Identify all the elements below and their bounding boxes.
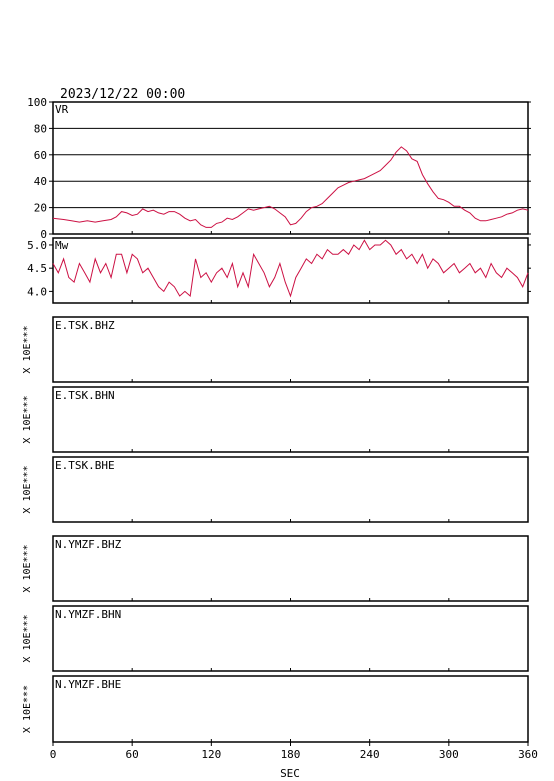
datetime-header: 2023/12/22 00:00	[60, 87, 185, 102]
x-tick-label: 180	[281, 748, 301, 761]
station-frame	[52, 456, 529, 523]
mw-frame	[52, 237, 529, 304]
y-tick-label: 20	[34, 202, 47, 215]
station-panel: E.TSK.BHN X 10E***	[22, 386, 529, 453]
vr-title: VR	[55, 103, 69, 116]
y-tick-label: 4.5	[27, 262, 47, 275]
x-tick-label: 240	[360, 748, 380, 761]
y-tick-label: 5.0	[27, 239, 47, 252]
station-exponent-label: X 10E***	[22, 614, 33, 662]
station-label: E.TSK.BHE	[55, 459, 115, 472]
station-label: E.TSK.BHZ	[55, 319, 115, 332]
station-label: N.YMZF.BHN	[55, 608, 121, 621]
station-frame	[52, 386, 529, 453]
station-exponent-label: X 10E***	[22, 465, 33, 513]
station-frame	[52, 316, 529, 383]
station-exponent-label: X 10E***	[22, 685, 33, 733]
mw-title: Mw	[55, 239, 69, 252]
x-tick-label: 60	[126, 748, 139, 761]
mw-panel: 4.0 4.5 5.0 Mw	[27, 237, 531, 304]
x-tick-label: 360	[518, 748, 538, 761]
x-tick-label: 0	[50, 748, 57, 761]
station-panel: N.YMZF.BHN X 10E***	[22, 605, 529, 672]
y-tick-label: 100	[27, 96, 47, 109]
mw-series-line	[52, 239, 529, 298]
station-panel: N.YMZF.BHZ X 10E***	[22, 535, 529, 602]
station-panel: E.TSK.BHZ X 10E***	[22, 316, 529, 383]
station-exponent-label: X 10E***	[22, 544, 33, 592]
station-exponent-label: X 10E***	[22, 395, 33, 443]
y-tick-label: 0	[40, 228, 47, 241]
station-frame	[52, 675, 529, 743]
station-label: E.TSK.BHN	[55, 389, 115, 402]
station-frame	[52, 535, 529, 602]
station-panel: N.YMZF.BHE X 10E***	[22, 675, 529, 743]
y-tick-label: 60	[34, 149, 47, 162]
x-axis-label: SEC	[280, 767, 300, 780]
station-panel: E.TSK.BHE X 10E***	[22, 456, 529, 523]
y-tick-label: 4.0	[27, 285, 47, 298]
station-frame	[52, 605, 529, 672]
y-tick-label: 40	[34, 175, 47, 188]
x-tick-label: 120	[201, 748, 221, 761]
vr-frame	[52, 101, 529, 235]
x-tick-label: 300	[439, 748, 459, 761]
y-tick-label: 80	[34, 122, 47, 135]
x-axis: 0 60 120 180 240 300 360	[50, 742, 538, 761]
station-label: N.YMZF.BHE	[55, 678, 121, 691]
station-exponent-label: X 10E***	[22, 325, 33, 373]
vr-panel: 0 20 40 60 80 100 VR	[27, 96, 531, 241]
station-label: N.YMZF.BHZ	[55, 538, 122, 551]
vr-series-line	[52, 146, 529, 228]
